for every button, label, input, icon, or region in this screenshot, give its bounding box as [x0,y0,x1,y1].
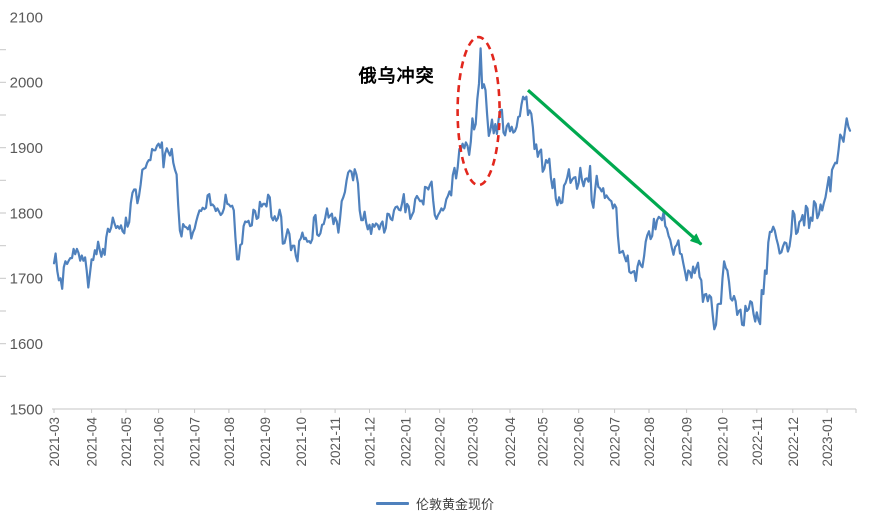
y-axis-label: 2000 [10,75,43,92]
y-axis-label: 1700 [10,271,43,288]
x-axis-label: 2022-11 [750,417,765,466]
x-axis-label: 2021-07 [188,417,203,467]
x-axis-label: 2021-11 [328,417,343,466]
x-axis-label: 2022-01 [398,417,413,467]
y-axis-label: 1500 [10,401,43,418]
conflict-ellipse [456,35,501,187]
y-axis-label: 1600 [10,336,43,353]
decline-arrow [526,89,703,246]
legend-series-label: 伦敦黄金现价 [415,497,494,512]
x-axis-label: 2022-02 [433,417,448,467]
chart-legend: 伦敦黄金现价 [0,494,870,513]
x-axis-label: 2021-09 [258,417,273,467]
conflict-annotation-text: 俄乌冲突 [358,66,435,86]
x-axis-label: 2022-12 [786,417,801,467]
x-axis-label: 2022-08 [642,417,657,467]
price-line [52,47,852,331]
x-axis-label: 2021-06 [152,417,167,467]
x-axis-label: 2022-06 [572,417,587,467]
x-axis-label: 2022-03 [465,417,480,467]
x-axis-label: 2021-03 [47,417,62,467]
legend-line-swatch [375,502,409,505]
x-axis-label: 2021-10 [294,417,309,467]
x-axis-label: 2022-04 [503,417,518,467]
x-axis-label: 2022-10 [716,417,731,467]
y-axis-label: 2100 [10,9,43,26]
x-axis-label: 2021-05 [119,417,134,467]
x-axis-label: 2022-07 [608,417,623,467]
x-axis-label: 2022-09 [680,417,695,467]
x-axis-label: 2021-04 [85,417,100,467]
y-axis-label: 1900 [10,140,43,157]
x-axis-label: 2021-12 [363,417,378,467]
y-axis-label: 1800 [10,205,43,222]
x-axis-label: 2023-01 [820,417,835,467]
x-axis-label: 2021-08 [222,417,237,467]
x-axis-label: 2022-05 [536,417,551,467]
